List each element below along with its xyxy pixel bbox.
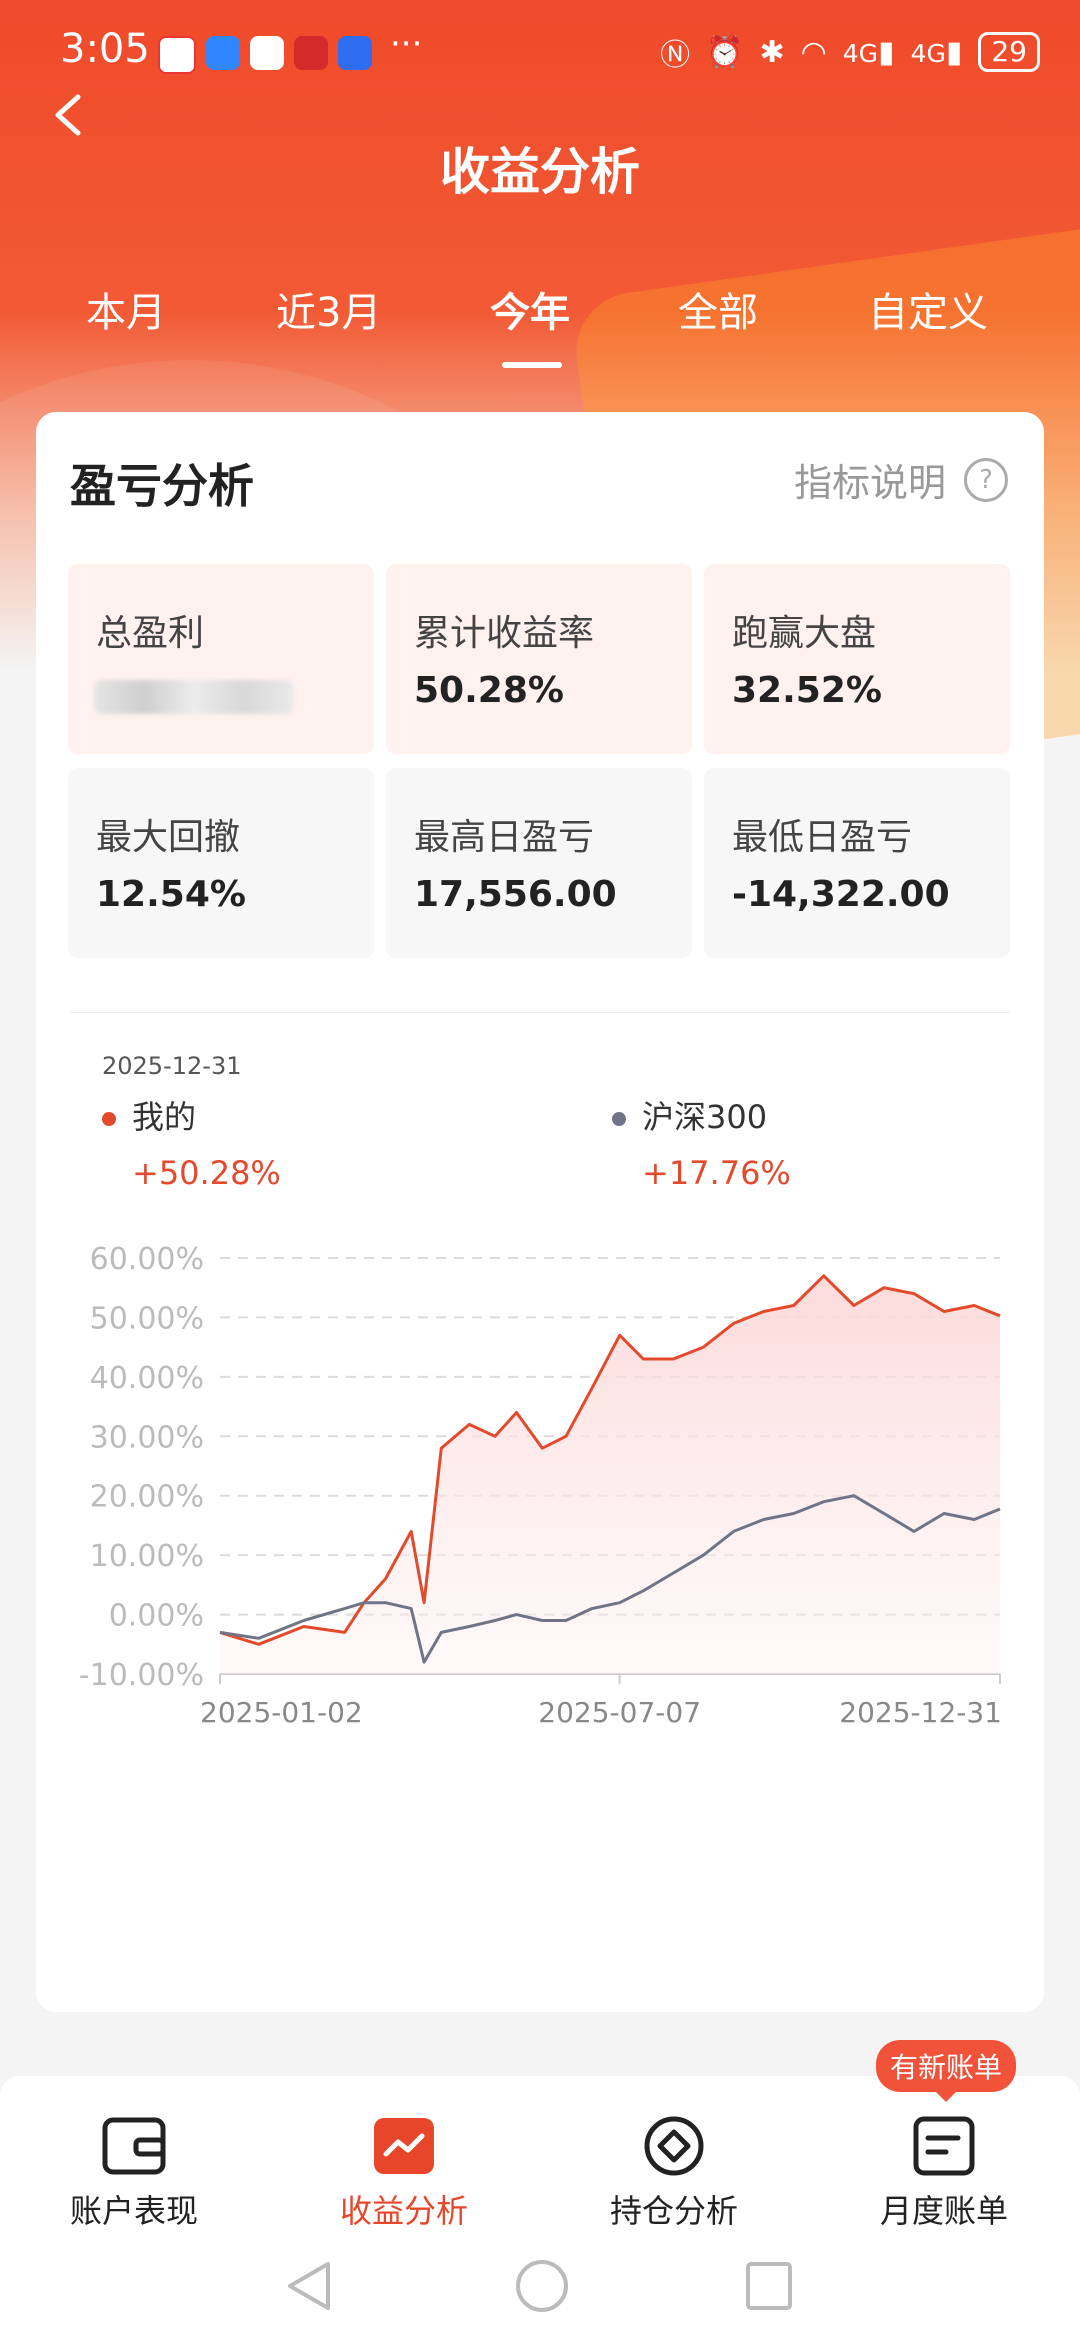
metric-total-profit: 总盈利: [68, 564, 374, 754]
help-label: 指标说明: [793, 461, 946, 505]
indicator-help-button[interactable]: 指标说明 ?: [794, 452, 1008, 507]
page-title: 收益分析: [440, 143, 640, 201]
nav-label: 收益分析: [339, 2192, 468, 2230]
metric-value: -14,322.00: [732, 874, 950, 915]
legend-value: +17.76%: [642, 1154, 791, 1192]
nav-account-performance[interactable]: 账户表现: [34, 2096, 234, 2232]
y-tick-label: 50.00%: [90, 1301, 204, 1336]
signal-1-icon: 4G▮: [842, 34, 895, 70]
nav-label: 月度账单: [879, 2192, 1008, 2230]
x-tick-label: 2025-07-07: [538, 1696, 701, 1729]
metric-max-daily-pnl: 最高日盈亏 17,556.00: [386, 768, 692, 958]
bluetooth-icon: ✱: [759, 34, 785, 70]
square-recents-icon: [746, 2262, 792, 2310]
legend-dot-index: [612, 1112, 626, 1126]
legend-mine: 我的 +50.28%: [102, 1092, 281, 1192]
metric-value: 17,556.00: [414, 874, 617, 915]
divider: [70, 1012, 1010, 1013]
metric-label: 累计收益率: [414, 613, 595, 654]
return-line-chart[interactable]: 60.00% 50.00% 40.00% 30.00% 20.00% 10.00% 0.00…: [36, 1212, 1044, 1772]
shield-app-icon: [206, 36, 240, 70]
metric-label: 总盈利: [96, 613, 205, 654]
legend-name: 沪深300: [642, 1098, 768, 1136]
status-time: 3:05: [60, 26, 150, 72]
tab-custom[interactable]: 自定义: [868, 290, 988, 336]
battery-icon: 29: [978, 32, 1040, 72]
nfc-icon: Ⓝ: [660, 38, 691, 73]
period-tabs: 本月 近3月 今年 全部 自定义: [0, 280, 1080, 370]
metric-value: 50.28%: [414, 670, 564, 711]
metric-label: 最高日盈亏: [414, 817, 595, 858]
metric-value: 12.54%: [96, 874, 246, 915]
nav-profit-analysis[interactable]: 收益分析: [304, 2096, 504, 2232]
y-tick-label: 60.00%: [90, 1242, 204, 1277]
new-bill-badge: 有新账单: [876, 2040, 1017, 2102]
back-button[interactable]: [40, 85, 100, 145]
legend-index: 沪深300 +17.76%: [612, 1092, 791, 1192]
status-bar: 3:05 ··· Ⓝ ⏰ ✱ ◠ 4G▮ 4G▮ 29: [0, 0, 1080, 100]
active-tab-indicator: [502, 362, 562, 368]
bottom-tab-bar: 账户表现 收益分析 持仓分析 月度账单: [0, 2076, 1080, 2246]
hidden-value-blur: [94, 680, 294, 714]
y-tick-label: 20.00%: [90, 1480, 204, 1515]
metric-value: 32.52%: [732, 670, 882, 711]
metric-label: 最大回撤: [96, 817, 241, 858]
legend-dot-mine: [102, 1112, 116, 1126]
tab-all[interactable]: 全部: [678, 290, 758, 336]
system-recents-button[interactable]: [744, 2258, 794, 2318]
series-area-mine: [220, 1275, 1000, 1674]
system-navigation-bar: [0, 2246, 1080, 2340]
bank-app-icon: [294, 36, 328, 70]
signal-2-icon: 4G▮: [910, 34, 963, 70]
system-back-button[interactable]: [284, 2258, 334, 2318]
system-home-button[interactable]: [514, 2258, 570, 2318]
chevron-left-icon: [55, 94, 81, 136]
qq-app-icon: [250, 36, 284, 70]
y-tick-label: -10.00%: [79, 1658, 204, 1693]
profit-analysis-card: 盈亏分析 指标说明 ? 总盈利 累计收益率 50.28% 跑赢大盘 32.52%…: [36, 412, 1044, 2012]
legend-date: 2025-12-31: [102, 1052, 242, 1080]
notification-icons: [158, 36, 372, 74]
alarm-icon: ⏰: [706, 34, 744, 70]
metric-max-drawdown: 最大回撤 12.54%: [68, 768, 374, 958]
y-tick-label: 0.00%: [109, 1599, 204, 1634]
tab-last-3-months[interactable]: 近3月: [276, 290, 382, 336]
metric-label: 跑赢大盘: [732, 613, 877, 654]
metric-cumulative-return: 累计收益率 50.28%: [386, 564, 692, 754]
y-tick-label: 30.00%: [90, 1420, 204, 1455]
legend-name: 我的: [132, 1098, 197, 1136]
nav-monthly-bill[interactable]: 月度账单: [844, 2096, 1044, 2232]
tab-this-month[interactable]: 本月: [86, 290, 166, 336]
nav-label: 持仓分析: [609, 2192, 738, 2230]
x-tick-label: 2025-12-31: [839, 1696, 1002, 1729]
y-tick-label: 40.00%: [90, 1361, 204, 1396]
tab-this-year[interactable]: 今年: [490, 290, 570, 336]
huawei-app-icon: [158, 36, 196, 74]
metric-beat-market: 跑赢大盘 32.52%: [704, 564, 1010, 754]
x-tick-label: 2025-01-02: [200, 1696, 363, 1729]
wallet-icon: [102, 2116, 166, 2176]
more-notifications-icon: ···: [390, 24, 423, 64]
bill-icon: [912, 2116, 976, 2176]
card-title: 盈亏分析: [70, 459, 254, 513]
nav-holdings-analysis[interactable]: 持仓分析: [574, 2096, 774, 2232]
trend-chart-icon: [372, 2116, 436, 2176]
legend-value: +50.28%: [132, 1154, 281, 1192]
y-tick-label: 10.00%: [90, 1539, 204, 1574]
diamond-icon: [642, 2116, 706, 2176]
question-icon: ?: [964, 457, 1008, 502]
voice-app-icon: [338, 36, 372, 70]
metric-min-daily-pnl: 最低日盈亏 -14,322.00: [704, 768, 1010, 958]
triangle-back-icon: [288, 2262, 330, 2310]
circle-home-icon: [516, 2260, 568, 2312]
metric-label: 最低日盈亏: [732, 817, 913, 858]
status-icons: Ⓝ ⏰ ✱ ◠ 4G▮ 4G▮ 29: [660, 30, 1040, 74]
nav-label: 账户表现: [69, 2192, 198, 2230]
wifi-icon: ◠: [800, 34, 827, 70]
